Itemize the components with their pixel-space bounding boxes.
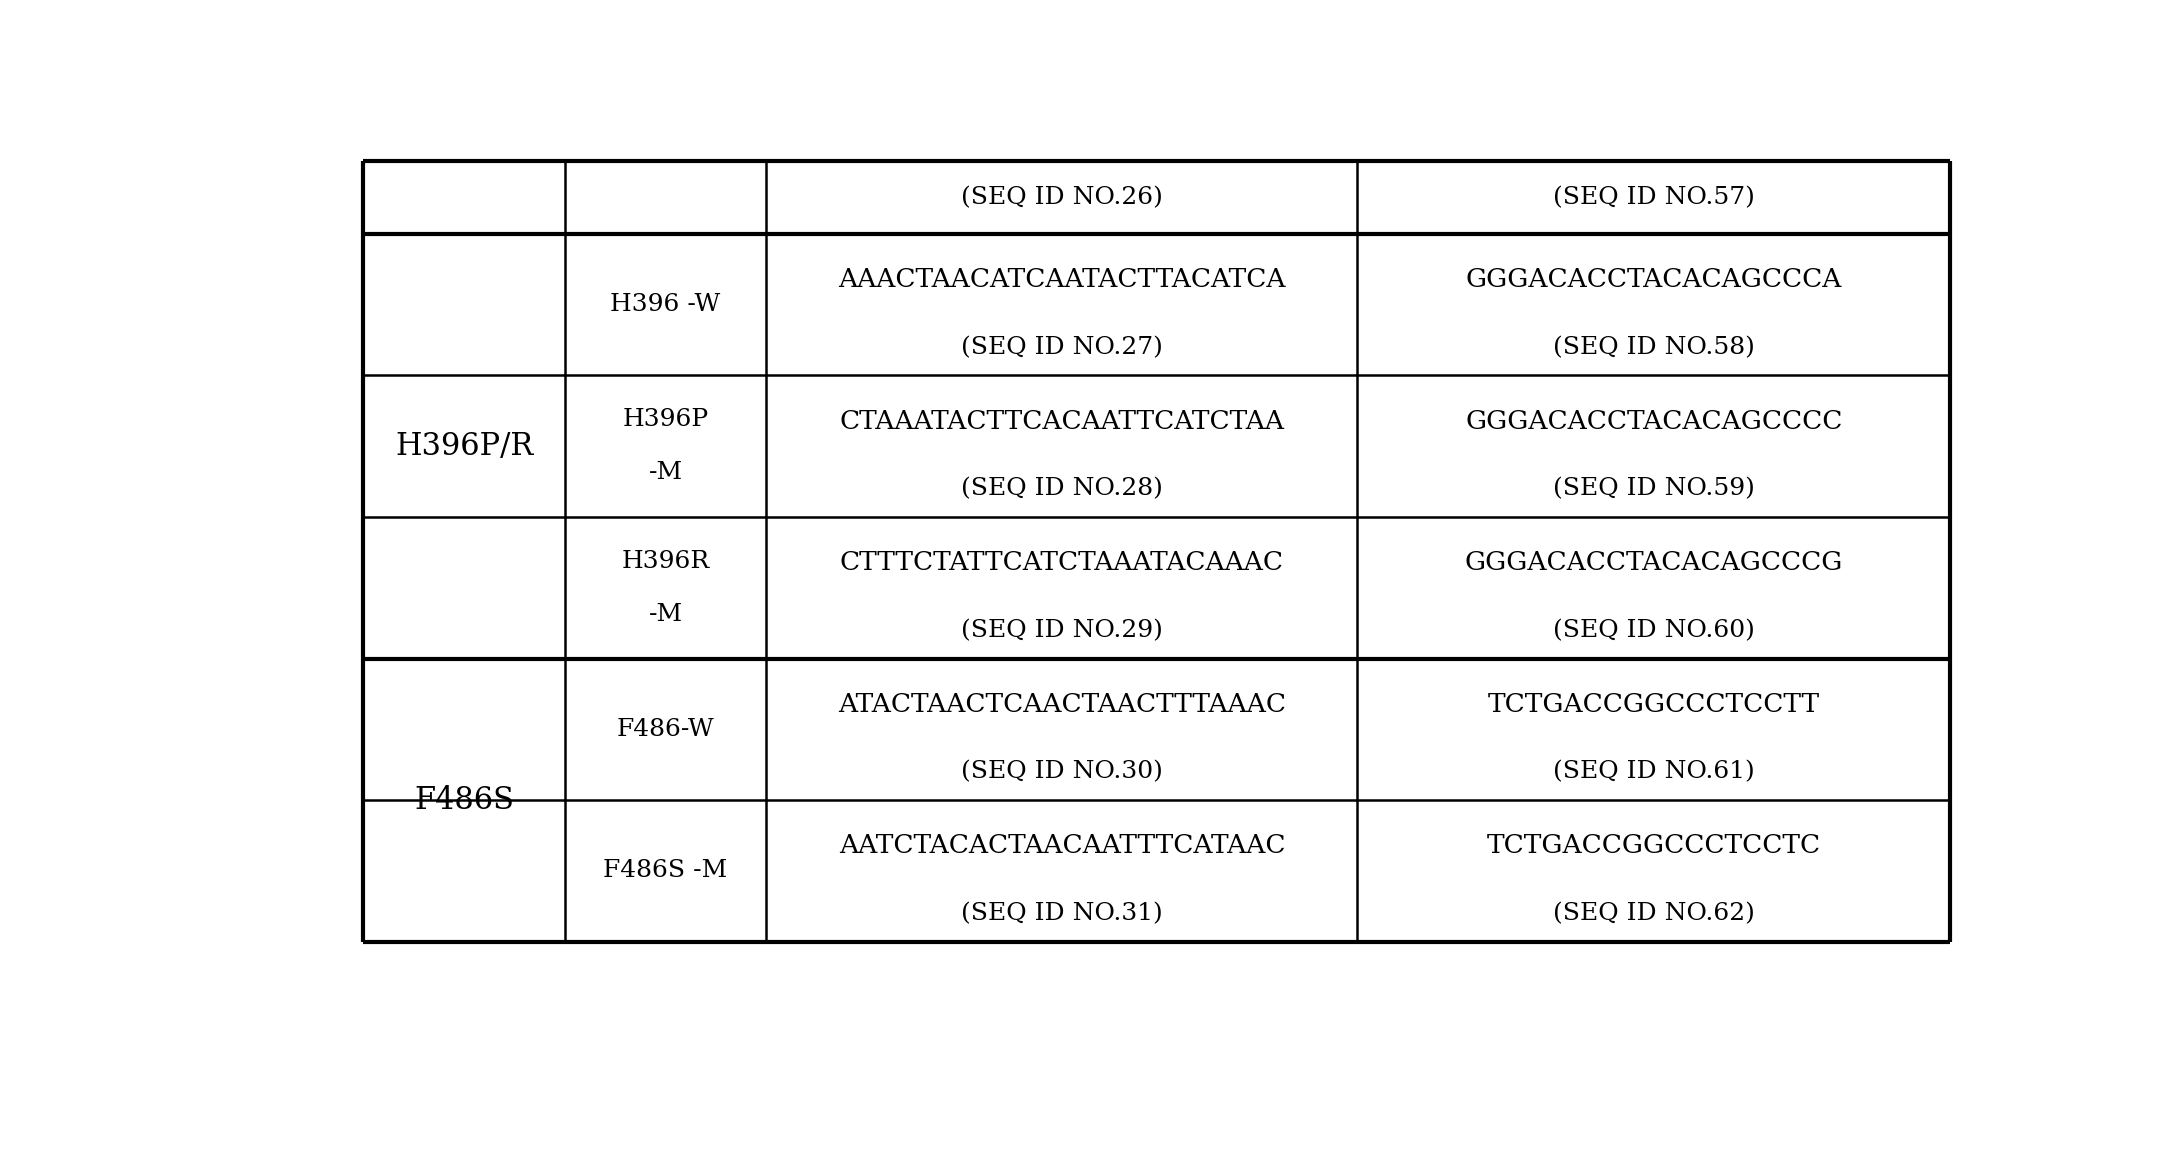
Text: (SEQ ID NO.60): (SEQ ID NO.60) [1554,618,1755,642]
Text: (SEQ ID NO.62): (SEQ ID NO.62) [1554,902,1755,925]
Text: TCTGACCGGCCCTCCTC: TCTGACCGGCCCTCCTC [1487,833,1820,859]
Text: AAACTAACATCAATACTTACATCA: AAACTAACATCAATACTTACATCA [839,267,1285,292]
Text: GGGACACCTACACAGCCCA: GGGACACCTACACAGCCCA [1465,267,1842,292]
Text: H396R: H396R [622,549,709,572]
Text: H396 -W: H396 -W [611,294,722,317]
Text: (SEQ ID NO.31): (SEQ ID NO.31) [960,902,1164,925]
Text: (SEQ ID NO.57): (SEQ ID NO.57) [1554,186,1755,209]
Text: H396P/R: H396P/R [394,431,533,461]
Text: -M: -M [648,603,683,627]
Text: H396P: H396P [622,408,709,431]
Text: AATCTACACTAACAATTTCATAAC: AATCTACACTAACAATTTCATAAC [839,833,1285,859]
Text: GGGACACCTACACAGCCCC: GGGACACCTACACAGCCCC [1465,409,1842,434]
Text: GGGACACCTACACAGCCCG: GGGACACCTACACAGCCCG [1465,550,1844,576]
Text: (SEQ ID NO.59): (SEQ ID NO.59) [1554,477,1755,501]
Text: (SEQ ID NO.61): (SEQ ID NO.61) [1554,761,1755,784]
Text: (SEQ ID NO.26): (SEQ ID NO.26) [960,186,1164,209]
Text: (SEQ ID NO.30): (SEQ ID NO.30) [960,761,1164,784]
Text: (SEQ ID NO.29): (SEQ ID NO.29) [960,618,1164,642]
Text: F486S: F486S [414,785,514,816]
Text: F486-W: F486-W [618,718,715,741]
Text: (SEQ ID NO.27): (SEQ ID NO.27) [960,336,1164,360]
Text: CTTTCTATTCATCTAAATACAAAC: CTTTCTATTCATCTAAATACAAAC [841,550,1283,576]
Text: F486S -M: F486S -M [602,859,728,882]
Text: CTAAATACTTCACAATTCATCTAA: CTAAATACTTCACAATTCATCTAA [839,409,1285,434]
Text: TCTGACCGGCCCTCCTT: TCTGACCGGCCCTCCTT [1489,692,1820,717]
Text: ATACTAACTCAACTAACTTTAAAC: ATACTAACTCAACTAACTTTAAAC [839,692,1285,717]
Text: (SEQ ID NO.28): (SEQ ID NO.28) [960,477,1164,501]
Text: (SEQ ID NO.58): (SEQ ID NO.58) [1554,336,1755,360]
Text: -M: -M [648,461,683,484]
